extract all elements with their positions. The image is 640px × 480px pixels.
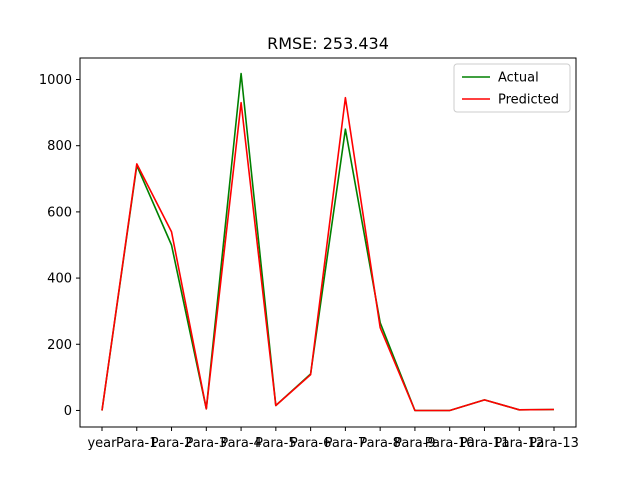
x-tick-label: Para-2: [151, 436, 193, 451]
series-line-predicted: [101, 96, 555, 412]
x-tick-label: Para-13: [529, 436, 579, 451]
y-tick-label: 200: [47, 338, 72, 353]
legend-label-predicted: Predicted: [498, 93, 559, 108]
x-tick-label: year: [87, 436, 117, 451]
x-tick-label: Para-8: [359, 436, 401, 451]
y-axis: 0 200 400 600 800 1000: [39, 73, 80, 419]
plot-frame: [79, 57, 577, 428]
y-tick-label: 1000: [39, 73, 72, 88]
legend: Actual Predicted: [453, 63, 571, 113]
series-lines: [101, 72, 555, 412]
x-tick-label: Para-3: [186, 436, 228, 451]
x-tick-label: Para-1: [116, 436, 158, 451]
y-tick-label: 800: [47, 139, 72, 154]
x-tick-label: Para-5: [255, 436, 297, 451]
x-axis: year Para-1Para-2Para-3Para-4Para-5Para-6…: [87, 427, 579, 451]
y-tick-label: 600: [47, 205, 72, 220]
x-tick-label: Para-6: [290, 436, 332, 451]
x-tick-label: Para-9: [394, 436, 436, 451]
x-tick-label: Para-11: [460, 436, 510, 451]
x-tick-label: Para-10: [425, 436, 475, 451]
x-tick-label: Para-12: [494, 436, 544, 451]
x-tick-label: Para-4: [220, 436, 262, 451]
legend-label-actual: Actual: [498, 71, 539, 86]
y-tick-label: 0: [64, 404, 72, 419]
x-tick-label: Para-7: [325, 436, 367, 451]
chart-title: RMSE: 253.434: [267, 34, 389, 53]
y-tick-label: 400: [47, 272, 72, 287]
legend-box: [453, 63, 571, 113]
